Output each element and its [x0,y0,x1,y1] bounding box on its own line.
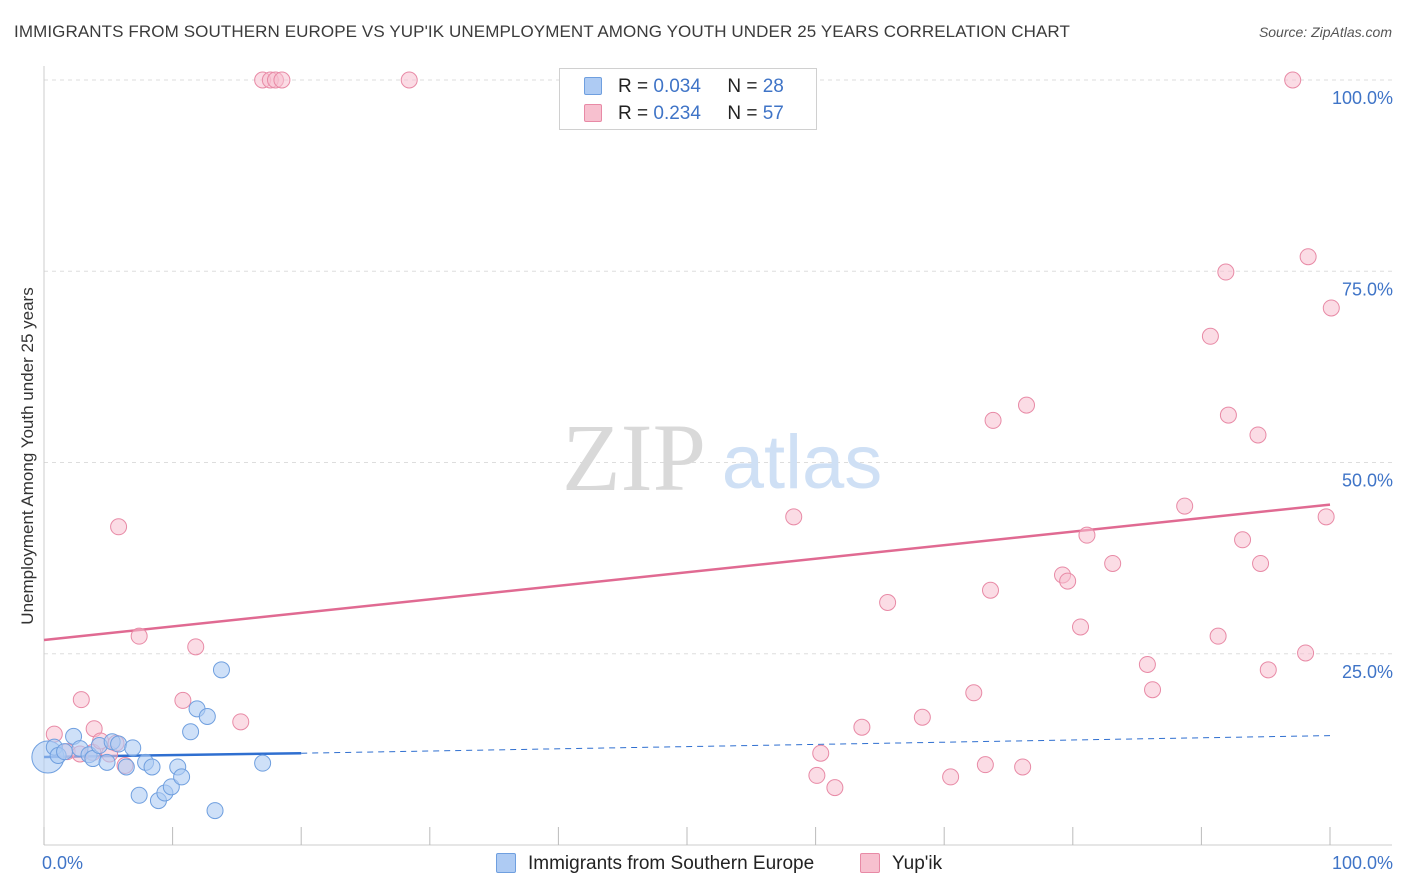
data-point-yupik [1078,526,1096,544]
data-point-yupik [1317,508,1335,526]
data-point-southern-europe [206,802,224,820]
data-point-southern-europe [212,661,230,679]
watermark-zip: ZIP [562,404,706,511]
data-point-southern-europe [143,758,161,776]
trend-line-yupik [43,503,1331,642]
data-point-southern-europe [124,739,142,757]
data-point-yupik [72,691,90,709]
watermark-atlas: atlas [722,420,883,505]
data-point-yupik [913,708,931,726]
data-point-yupik [1138,655,1156,673]
axes [43,66,1392,846]
data-point-southern-europe [110,735,128,753]
data-point-yupik [1322,299,1340,317]
data-point-southern-europe [56,743,74,761]
data-point-yupik [1284,71,1302,89]
data-point-yupik [1018,396,1036,414]
gridlines [44,79,1392,655]
data-point-yupik [273,71,291,89]
y-axis-label: Unemployment Among Youth under 25 years [18,287,37,625]
data-point-yupik [232,713,250,731]
data-point-yupik [1252,554,1270,572]
legend-swatch-pink [860,853,880,873]
data-point-yupik [981,581,999,599]
legend-label-yupik: Yup'ik [892,853,943,874]
source-label: Source: ZipAtlas.com [1258,24,1392,40]
data-point-yupik [808,766,826,784]
data-point-southern-europe [173,768,191,786]
data-point-yupik [1249,426,1267,444]
data-point-yupik [1219,406,1237,424]
data-point-yupik [1297,644,1315,662]
data-point-southern-europe [162,778,180,796]
tick-labels: 25.0% 50.0% 75.0% 100.0% 0.0% 100.0% [42,88,1393,873]
data-point-yupik [879,593,897,611]
legend-item-yupik: Yup'ik [860,852,942,876]
chart-title: IMMIGRANTS FROM SOUTHERN EUROPE VS YUP'I… [14,22,1070,41]
legend-r-label: R = [618,76,654,97]
data-point-yupik [110,518,128,536]
data-point-yupik [187,638,205,656]
data-point-yupik [1201,327,1219,345]
data-point-southern-europe [182,723,200,741]
legend-swatch-blue [496,853,516,873]
data-points [31,71,1340,820]
data-point-yupik [976,756,994,774]
legend-r-label: R = [618,103,654,124]
watermark: ZIP atlas [562,404,882,511]
correlation-legend: R = 0.034 N = 28 R = 0.234 N = 57 [559,68,817,130]
data-point-yupik [853,718,871,736]
legend-swatch-pink [584,104,602,122]
data-point-yupik [1234,531,1252,549]
data-point-yupik [1144,681,1162,699]
legend-n-value: 28 [762,76,784,97]
data-point-yupik [174,691,192,709]
data-point-yupik [1059,572,1077,590]
data-point-yupik [1072,618,1090,636]
legend-n-label: N = [727,76,763,97]
legend-n-value: 57 [762,103,784,124]
legend-swatch-blue [584,77,602,95]
data-point-yupik [130,627,148,645]
data-point-yupik [785,508,803,526]
y-tick-label: 100.0% [1332,88,1393,108]
data-point-yupik [984,411,1002,429]
data-point-yupik [1176,497,1194,515]
data-point-yupik [1259,661,1277,679]
data-point-yupik [400,71,418,89]
data-point-southern-europe [254,754,272,772]
data-point-southern-europe [98,753,116,771]
y-tick-label: 25.0% [1342,662,1393,682]
legend-label-southern-europe: Immigrants from Southern Europe [528,853,815,874]
y-tick-label: 50.0% [1342,471,1393,491]
x-tick-label: 0.0% [42,853,83,873]
legend-r-value: 0.034 [653,76,701,97]
data-point-yupik [1209,627,1227,645]
legend-n-label: N = [727,103,763,124]
data-point-southern-europe [198,707,216,725]
data-point-southern-europe [117,758,135,776]
y-tick-label: 75.0% [1342,279,1393,299]
data-point-yupik [942,768,960,786]
data-point-yupik [1014,758,1032,776]
data-point-yupik [1104,554,1122,572]
legend-r-value: 0.234 [653,103,701,124]
data-point-yupik [1217,263,1235,281]
series-legend: Immigrants from Southern Europe Yup'ik [0,852,1406,878]
data-point-yupik [965,684,983,702]
data-point-yupik [812,744,830,762]
data-point-yupik [826,779,844,797]
legend-item-southern-europe: Immigrants from Southern Europe [496,852,814,876]
data-point-southern-europe [130,786,148,804]
data-point-yupik [1299,248,1317,266]
x-tick-label: 100.0% [1332,853,1393,873]
